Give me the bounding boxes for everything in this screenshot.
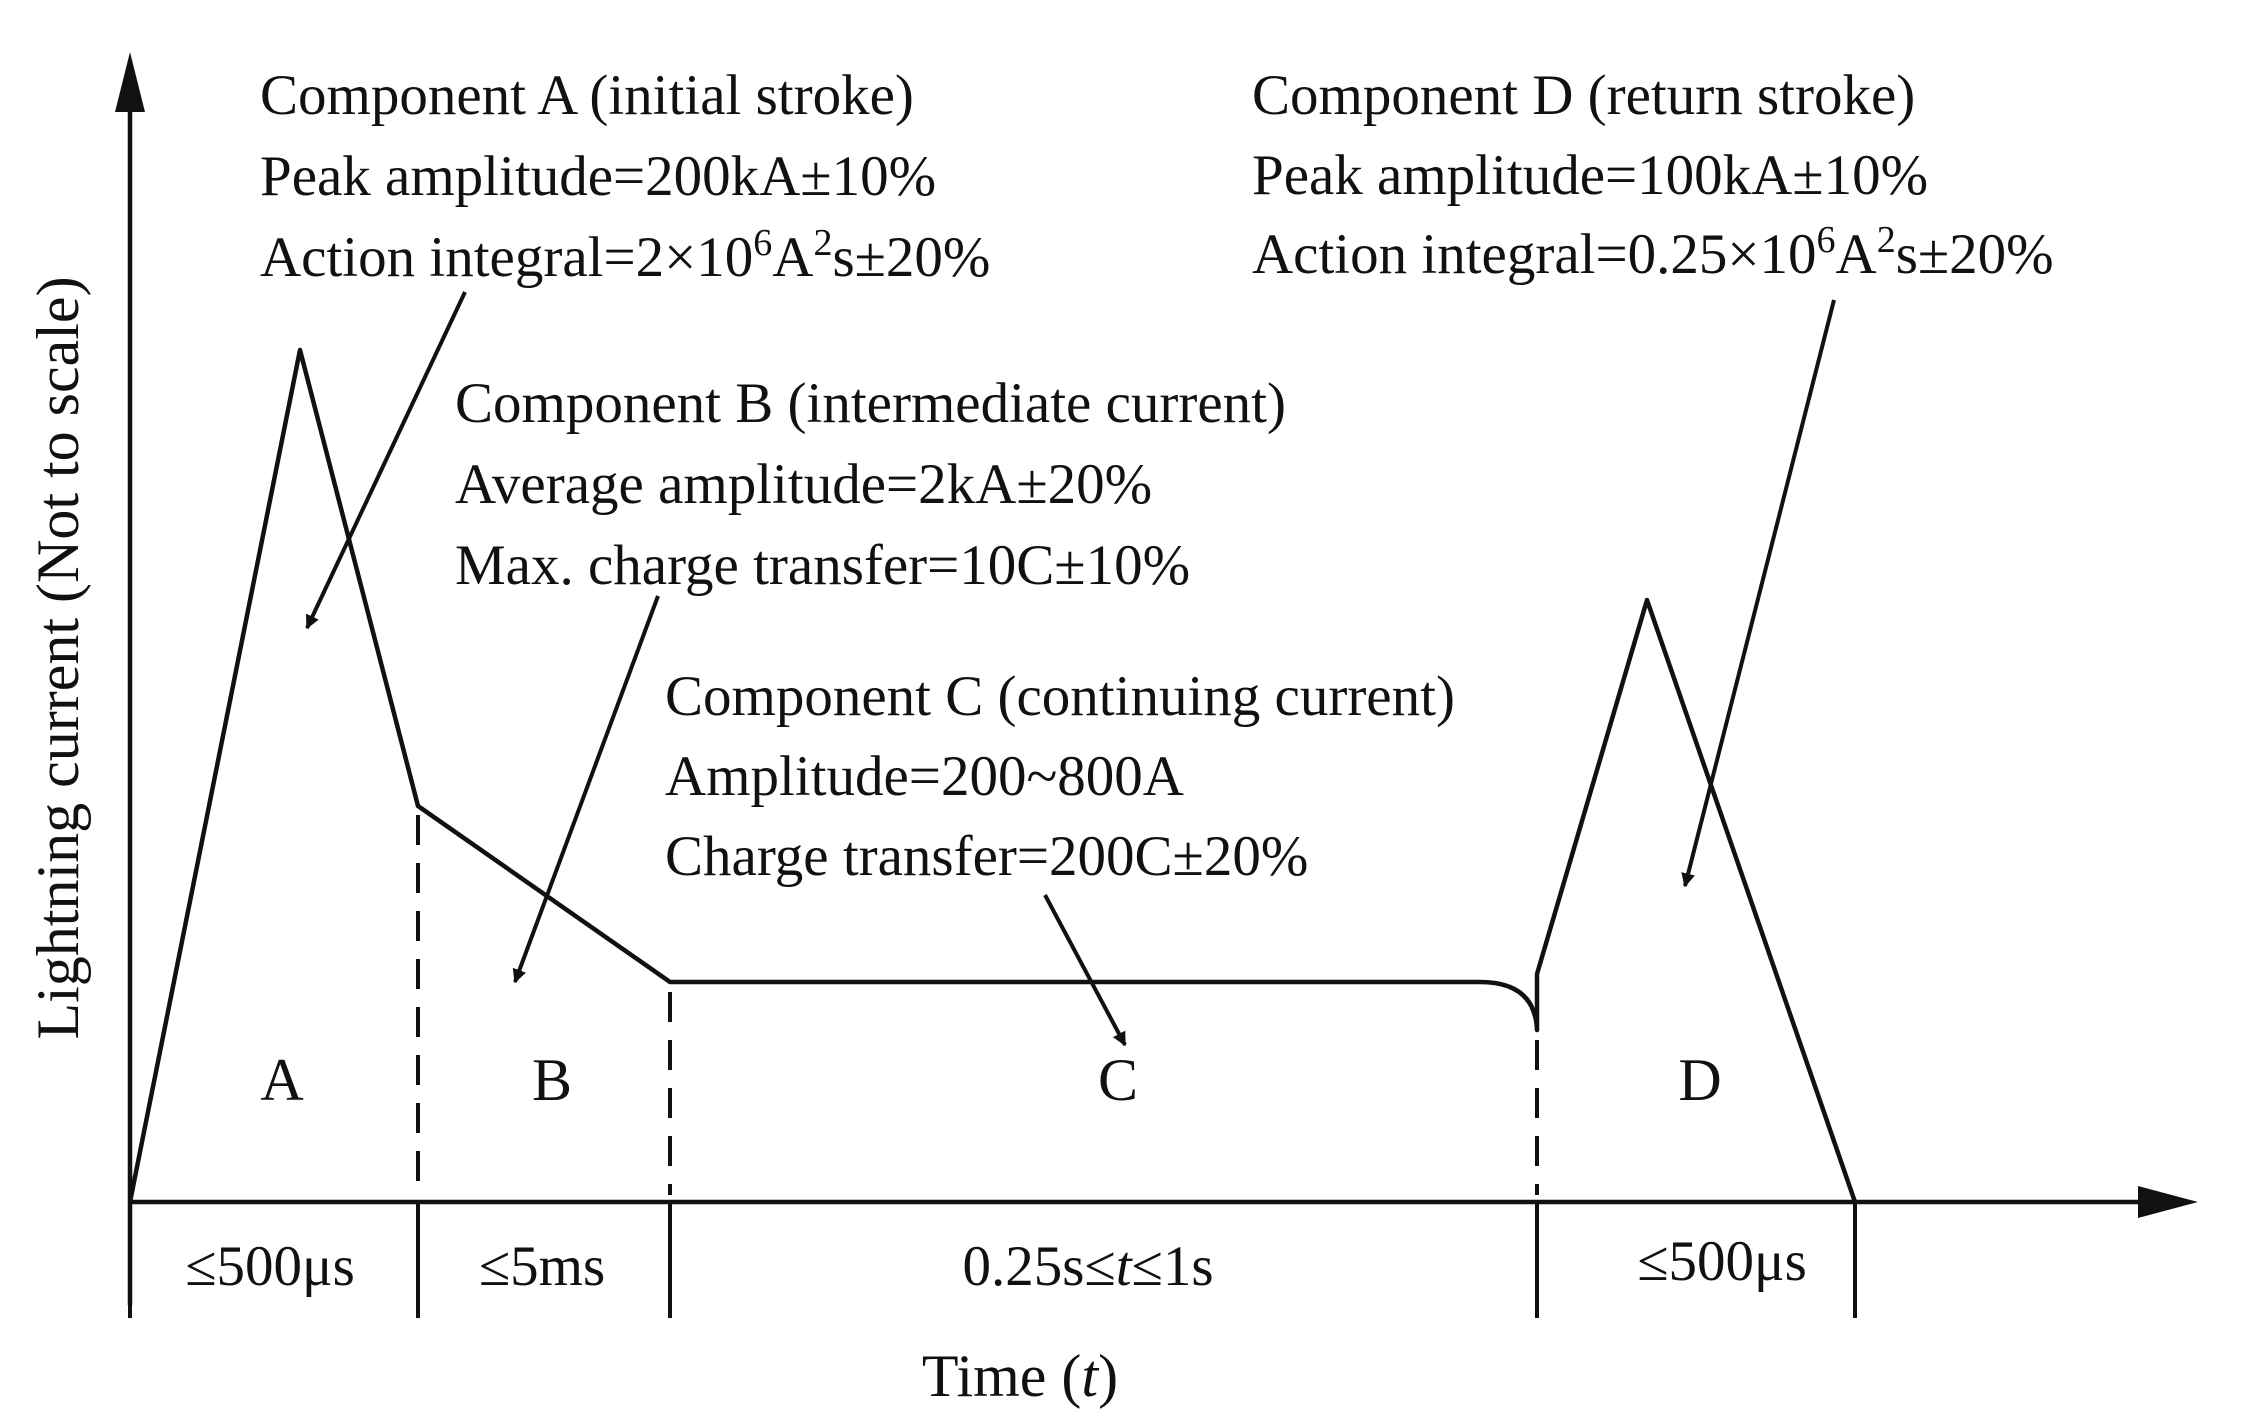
annotation-component-c: Component C (continuing current) Amplitu… bbox=[665, 665, 1455, 888]
component-a-action-integral: Action integral=2×106A2s±20% bbox=[260, 222, 990, 289]
component-d-title: Component D (return stroke) bbox=[1252, 64, 1915, 127]
callout-arrow-a bbox=[305, 291, 467, 630]
callout-arrow-b bbox=[512, 595, 660, 984]
duration-label-d: ≤500μs bbox=[1637, 1230, 1807, 1293]
component-d-action-integral: Action integral=0.25×106A2s±20% bbox=[1252, 219, 2054, 286]
callout-arrow-d bbox=[1681, 299, 1836, 888]
component-a-title: Component A (initial stroke) bbox=[260, 64, 914, 127]
component-d-peak: Peak amplitude=100kA±10% bbox=[1252, 144, 1928, 207]
segment-label-b: B bbox=[532, 1047, 572, 1113]
y-axis-arrowhead bbox=[115, 52, 145, 112]
component-b-title: Component B (intermediate current) bbox=[455, 372, 1286, 435]
segment-label-a: A bbox=[260, 1047, 303, 1113]
component-a-peak: Peak amplitude=200kA±10% bbox=[260, 145, 936, 208]
y-axis-label: Lightning current (Not to scale) bbox=[25, 276, 91, 1039]
duration-label-a: ≤500μs bbox=[185, 1235, 355, 1298]
component-b-charge: Max. charge transfer=10C±10% bbox=[455, 534, 1190, 597]
component-c-title: Component C (continuing current) bbox=[665, 665, 1455, 728]
waveform-curve bbox=[127, 347, 1858, 1203]
duration-label-c: 0.25s≤t≤1s bbox=[962, 1235, 1213, 1298]
annotation-component-b: Component B (intermediate current) Avera… bbox=[455, 372, 1286, 597]
annotation-component-a: Component A (initial stroke) Peak amplit… bbox=[260, 64, 990, 289]
segment-label-d: D bbox=[1678, 1047, 1721, 1113]
component-c-amplitude: Amplitude=200~800A bbox=[665, 745, 1184, 808]
annotation-component-d: Component D (return stroke) Peak amplitu… bbox=[1252, 64, 2054, 286]
component-c-charge: Charge transfer=200C±20% bbox=[665, 825, 1308, 888]
segment-label-c: C bbox=[1098, 1047, 1138, 1113]
duration-label-b: ≤5ms bbox=[479, 1235, 605, 1298]
x-axis-arrowhead bbox=[2138, 1186, 2198, 1218]
component-b-average: Average amplitude=2kA±20% bbox=[455, 453, 1152, 516]
x-axis-label: Time (t) bbox=[922, 1343, 1118, 1409]
callout-arrow-c bbox=[1043, 894, 1127, 1047]
